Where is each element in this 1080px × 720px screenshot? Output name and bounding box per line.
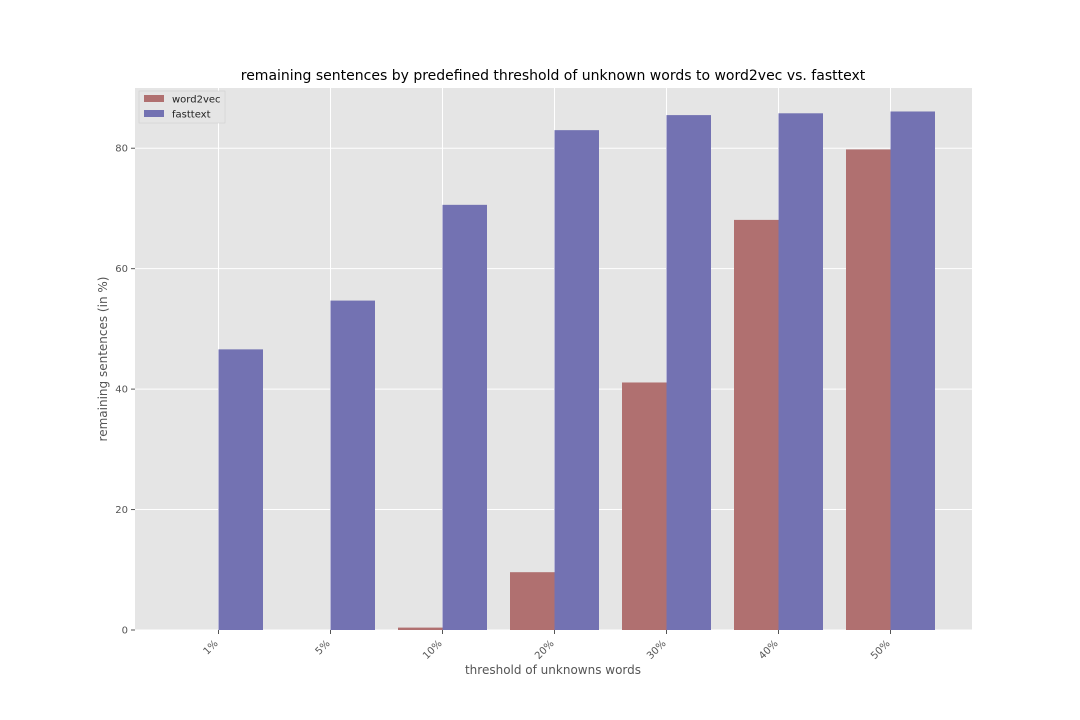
bar-fasttext-5	[778, 113, 823, 630]
x-tick-label: 20%	[533, 638, 557, 662]
x-tick-label: 5%	[314, 638, 333, 657]
bar-word2vec-4	[622, 382, 667, 630]
bar-fasttext-6	[890, 111, 935, 630]
bar-word2vec-6	[846, 149, 891, 630]
legend-label-word2vec: word2vec	[172, 95, 221, 106]
x-tick-label: 10%	[421, 638, 445, 662]
x-axis-label: threshold of unknowns words	[465, 663, 641, 677]
y-tick-label: 0	[122, 626, 128, 637]
x-axis-ticks: 1% 5% 10% 20% 30% 40% 50%	[202, 630, 893, 662]
y-tick-label: 60	[115, 264, 128, 275]
y-tick-label: 40	[115, 385, 128, 396]
x-tick-label: 30%	[645, 638, 669, 662]
bars	[218, 111, 935, 631]
y-axis-ticks: 0 20 40 60 80	[115, 144, 135, 637]
plot-area	[135, 88, 972, 630]
bar-fasttext-1	[330, 300, 375, 630]
legend-label-fasttext: fasttext	[172, 110, 211, 121]
y-tick-label: 20	[115, 505, 128, 516]
y-tick-label: 80	[115, 144, 128, 155]
x-tick-label: 1%	[202, 638, 221, 657]
x-tick-label: 40%	[757, 638, 781, 662]
y-axis-label: remaining sentences (in %)	[96, 277, 110, 442]
legend-swatch-fasttext	[144, 110, 164, 117]
chart-title: remaining sentences by predefined thresh…	[241, 68, 866, 84]
legend-swatch-word2vec	[144, 95, 164, 102]
bar-fasttext-3	[554, 130, 599, 630]
legend: word2vec fasttext	[138, 90, 226, 124]
bar-word2vec-3	[510, 572, 555, 630]
x-tick-label: 50%	[869, 638, 893, 662]
bar-word2vec-5	[734, 219, 779, 631]
bar-fasttext-0	[218, 349, 263, 630]
bar-word2vec-2	[398, 627, 443, 630]
bar-fasttext-2	[442, 204, 487, 630]
bar-fasttext-4	[666, 115, 711, 631]
